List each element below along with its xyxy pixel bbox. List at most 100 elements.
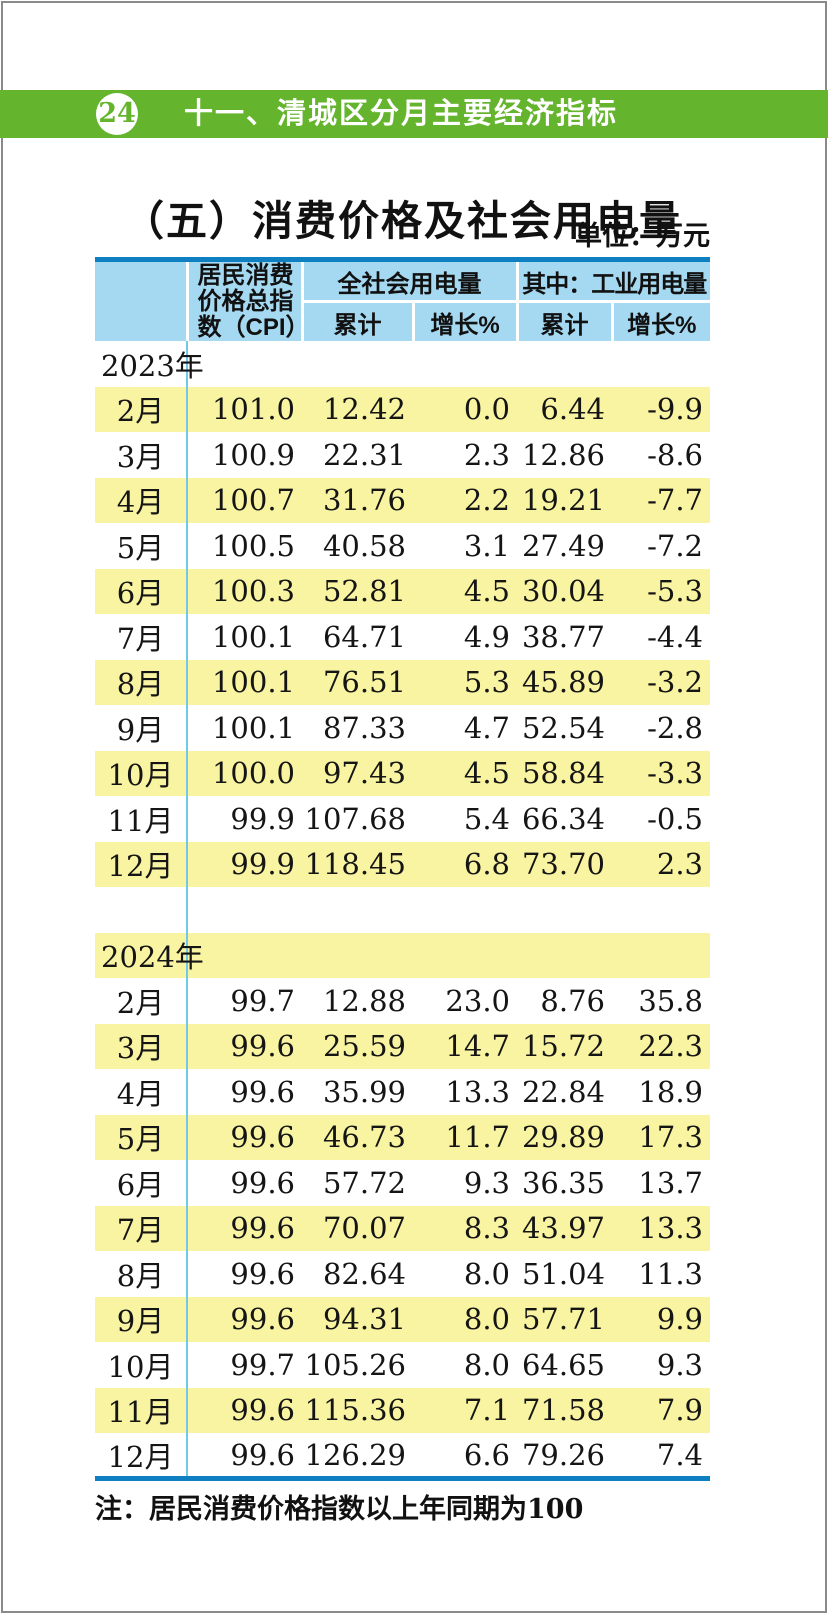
cell-value: 70.07 [322,1211,406,1246]
row-label: 5月 [95,523,188,569]
cell-value: 51.04 [521,1256,605,1291]
cell-value: 11.7 [445,1120,510,1155]
table-row: 2024年 [95,932,710,979]
table-row: 9月 100.1 87.33 4.7 52.54 -2.8 [95,705,710,751]
cell-value: 100.0 [211,756,295,791]
cell-value [413,887,517,933]
cell-value: 58.84 [521,756,605,791]
cell-value: 19.21 [521,483,605,518]
cell-value: 2.2 [463,483,510,518]
row-label: 4月 [95,477,188,523]
cell-value: 100.9 [211,437,295,472]
table-row: 12月 99.9 118.45 6.8 73.70 2.3 [95,841,710,887]
cell-value: 118.45 [304,847,406,882]
footnote: 注：居民消费价格指数以上年同期为100 [95,1494,584,1525]
cell-value: 115.36 [304,1393,406,1428]
cell-value [302,887,413,933]
cell-value: 22.31 [322,437,406,472]
row-label: 9月 [95,705,188,751]
row-label: 6月 [95,1160,188,1206]
row-label: 8月 [95,659,188,705]
cell-value: 99.6 [230,1029,295,1064]
cell-value: 4.5 [463,574,510,609]
row-label: 8月 [95,1251,188,1297]
cell-value: 99.7 [230,1347,295,1382]
cell-value: 52.81 [322,574,406,609]
spacer-row [95,887,710,933]
cell-value [517,887,612,933]
cell-value: -0.5 [647,801,703,836]
table-row: 5月 100.5 40.58 3.1 27.49 -7.2 [95,523,710,569]
table-row: 2023年 [95,341,710,387]
cell-value: -2.8 [647,710,703,745]
cell-value: 7.1 [463,1393,510,1428]
row-label: 12月 [95,841,188,887]
cell-value: 7.9 [656,1393,703,1428]
cell-value: 0.0 [463,392,510,427]
cell-value: 22.84 [521,1074,605,1109]
header-group-total-power: 全社会用电量 [302,259,519,303]
cell-value: 27.49 [521,528,605,563]
cell-value: 6.8 [463,847,510,882]
cell-value: 13.7 [638,1165,703,1200]
table-body: 2023年 2月 101.0 12.42 0.0 6.44 -9.9 3月 100.9 22.31… [95,341,710,1479]
chapter-title: 十一、清城区分月主要经济指标 [184,98,619,130]
cell-value: 99.9 [230,847,295,882]
row-label: 7月 [95,1205,188,1251]
cell-value: 71.58 [521,1393,605,1428]
header-cumulative-total: 累计 [302,301,415,341]
cell-value: 8.0 [463,1256,510,1291]
cell-value: 52.54 [521,710,605,745]
cell-value: 105.26 [304,1347,406,1382]
cell-value: 100.1 [211,665,295,700]
cell-value: 36.35 [521,1165,605,1200]
cell-value [612,887,710,933]
cell-value: 14.7 [445,1029,510,1064]
cell-value: -9.9 [647,392,703,427]
cell-value: 100.7 [211,483,295,518]
table-row: 9月 99.6 94.31 8.0 57.71 9.9 [95,1296,710,1342]
section-title: （五）消费价格及社会用电量 [123,198,682,245]
cell-value: 66.34 [521,801,605,836]
cell-value: 99.6 [230,1120,295,1155]
row-label: 11月 [95,1387,188,1433]
cell-value: 4.7 [463,710,510,745]
cell-value: 100.1 [211,619,295,654]
cell-value: 64.65 [521,1347,605,1382]
cell-value: 87.33 [322,710,406,745]
cell-value: 79.26 [521,1437,605,1472]
row-label: 5月 [95,1114,188,1160]
row-label: 4月 [95,1069,188,1115]
cell-value: 18.9 [638,1074,703,1109]
cell-value [187,341,302,387]
monthly-indicators-table: 居民消费价格总指数（CPI） 全社会用电量 其中：工业用电量 累计 增长% 累计… [95,257,710,1481]
cell-value [302,933,413,979]
table-row: 3月 100.9 22.31 2.3 12.86 -8.6 [95,432,710,478]
chapter-header-bar: 24 十一、清城区分月主要经济指标 [0,90,828,138]
cell-value [612,341,710,387]
cell-value: 23.0 [445,983,510,1018]
cell-value [612,933,710,979]
cell-value: 101.0 [211,392,295,427]
header-cumulative-industrial: 累计 [517,301,614,341]
row-label: 2月 [95,386,188,432]
table-row: 11月 99.6 115.36 7.1 71.58 7.9 [95,1387,710,1433]
cell-value: 100.3 [211,574,295,609]
cell-value: 99.6 [230,1165,295,1200]
cell-value: 2.3 [656,847,703,882]
cell-value: 99.6 [230,1256,295,1291]
cell-value: 13.3 [445,1074,510,1109]
cell-value: 11.3 [638,1256,703,1291]
cell-value: 30.04 [521,574,605,609]
row-label: 7月 [95,614,188,660]
table-row: 10月 99.7 105.26 8.0 64.65 9.3 [95,1342,710,1388]
cell-value: 38.77 [521,619,605,654]
cell-value: 4.5 [463,756,510,791]
row-label: 11月 [95,796,188,842]
cell-value: 46.73 [322,1120,406,1155]
cell-value: 40.58 [322,528,406,563]
row-label [95,887,188,933]
cell-value: 73.70 [521,847,605,882]
table-row: 7月 99.6 70.07 8.3 43.97 13.3 [95,1205,710,1251]
